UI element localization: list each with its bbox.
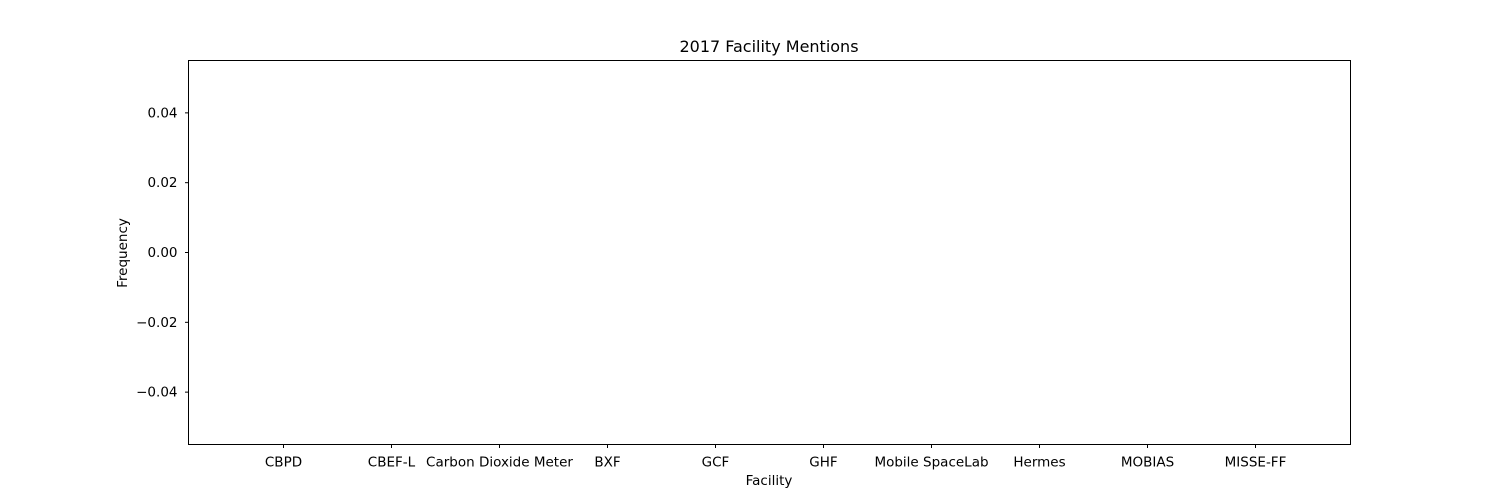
- y-axis-ticks: −0.04 −0.02 0.00 0.02 0.04: [136, 105, 189, 401]
- x-tick-label: BXF: [594, 455, 620, 471]
- x-axis-label: Facility: [746, 473, 793, 489]
- x-tick-label: MISSE-FF: [1225, 455, 1287, 471]
- y-axis-label: Frequency: [115, 218, 131, 288]
- x-tick-label: Mobile SpaceLab: [874, 455, 988, 471]
- x-axis-ticks: CBPD CBEF-L Carbon Dioxide Meter BXF GCF GHF M…: [265, 444, 1287, 471]
- y-tick-label: 0.02: [147, 175, 177, 191]
- x-tick-label: GHF: [809, 455, 837, 471]
- x-tick-label: Carbon Dioxide Meter: [426, 455, 573, 471]
- chart-title: 2017 Facility Mentions: [679, 37, 858, 56]
- y-tick-label: −0.02: [136, 315, 177, 331]
- y-tick-label: 0.04: [147, 105, 177, 121]
- y-tick-label: −0.04: [136, 385, 177, 401]
- x-tick-label: MOBIAS: [1121, 455, 1174, 471]
- x-tick-label: CBPD: [265, 455, 302, 471]
- x-tick-label: Hermes: [1013, 455, 1065, 471]
- y-tick-label: 0.00: [147, 245, 177, 261]
- x-tick-label: CBEF-L: [368, 455, 416, 471]
- x-tick-label: GCF: [702, 455, 730, 471]
